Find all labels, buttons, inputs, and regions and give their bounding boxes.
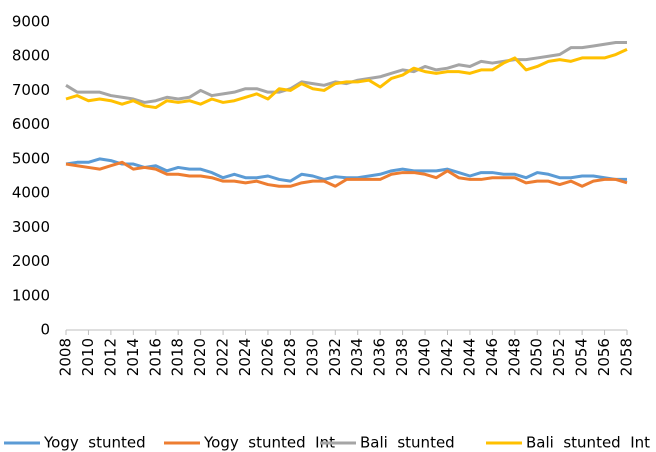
x-tick-label: 2012 bbox=[101, 338, 119, 376]
x-tick-label: 2058 bbox=[618, 338, 636, 376]
y-tick-label: 6000 bbox=[12, 115, 50, 133]
x-tick-label: 2056 bbox=[595, 338, 613, 376]
y-tick-label: 8000 bbox=[12, 47, 50, 65]
y-tick-label: 0 bbox=[40, 321, 50, 339]
legend-label: Yogy stunted Int bbox=[203, 434, 335, 452]
x-tick-label: 2028 bbox=[281, 338, 299, 376]
legend-label: Yogy stunted bbox=[43, 434, 146, 452]
x-tick-label: 2052 bbox=[550, 338, 568, 376]
x-tick-label: 2018 bbox=[169, 338, 187, 376]
series-line bbox=[65, 160, 628, 188]
x-tick-label: 2046 bbox=[483, 338, 501, 376]
x-tick-label: 2038 bbox=[393, 338, 411, 376]
x-tick-label: 2050 bbox=[528, 338, 546, 376]
x-tick-label: 2044 bbox=[460, 338, 478, 376]
x-tick-label: 2054 bbox=[573, 338, 591, 376]
y-tick-label: 9000 bbox=[12, 13, 50, 31]
x-tick-label: 2042 bbox=[438, 338, 456, 376]
y-tick-label: 2000 bbox=[12, 252, 50, 270]
x-tick-label: 2040 bbox=[416, 338, 434, 376]
series-line bbox=[65, 48, 628, 110]
x-tick-label: 2022 bbox=[214, 338, 232, 376]
y-tick-label: 4000 bbox=[12, 184, 50, 202]
x-tick-label: 2032 bbox=[326, 338, 344, 376]
x-tick-label: 2016 bbox=[146, 338, 164, 376]
x-tick-label: 2024 bbox=[236, 338, 254, 376]
x-tick-label: 2036 bbox=[371, 338, 389, 376]
x-tick-label: 2026 bbox=[258, 338, 276, 376]
x-tick-label: 2030 bbox=[303, 338, 321, 376]
y-tick-label: 5000 bbox=[12, 149, 50, 167]
y-tick-label: 1000 bbox=[12, 286, 50, 304]
legend-label: Bali stunted Int bbox=[526, 434, 650, 452]
series-line bbox=[65, 157, 627, 183]
y-tick-label: 3000 bbox=[12, 218, 50, 236]
x-tick-label: 2048 bbox=[505, 338, 523, 376]
x-tick-label: 2008 bbox=[57, 338, 75, 376]
y-tick-label: 7000 bbox=[12, 81, 50, 99]
series-line bbox=[65, 41, 627, 104]
x-tick-label: 2014 bbox=[124, 338, 142, 376]
x-tick-label: 2020 bbox=[191, 338, 209, 376]
x-tick-label: 2010 bbox=[79, 338, 97, 376]
legend-label: Bali stunted bbox=[360, 434, 455, 452]
x-tick-label: 2034 bbox=[348, 338, 366, 376]
